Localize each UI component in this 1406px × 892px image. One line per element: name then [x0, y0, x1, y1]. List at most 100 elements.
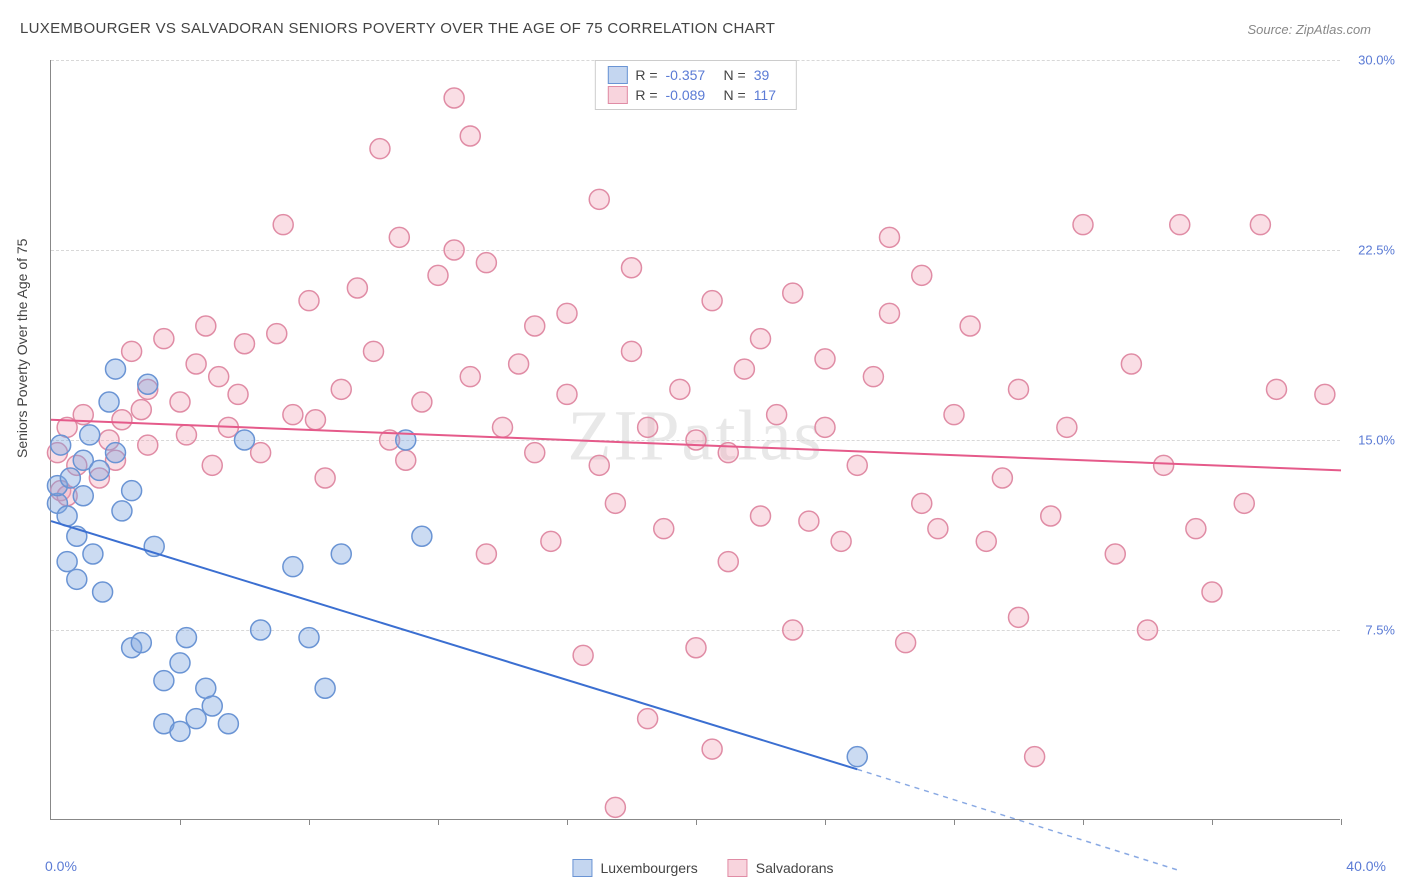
data-point — [605, 493, 625, 513]
legend-n-label: N = — [724, 87, 746, 103]
data-point — [83, 544, 103, 564]
legend-r-value: -0.357 — [666, 67, 716, 83]
data-point — [299, 628, 319, 648]
data-point — [99, 392, 119, 412]
x-tick — [309, 819, 310, 825]
data-point — [1234, 493, 1254, 513]
legend-swatch — [607, 86, 627, 104]
regression-line-extrapolated — [857, 769, 1180, 870]
data-point — [493, 417, 513, 437]
data-point — [605, 797, 625, 817]
data-point — [60, 468, 80, 488]
data-point — [93, 582, 113, 602]
data-point — [847, 455, 867, 475]
series-legend: Luxembourgers Salvadorans — [572, 859, 833, 877]
x-axis-min-label: 0.0% — [45, 858, 77, 874]
data-point — [235, 430, 255, 450]
data-point — [444, 240, 464, 260]
data-point — [702, 739, 722, 759]
data-point — [638, 417, 658, 437]
data-point — [251, 620, 271, 640]
data-point — [718, 552, 738, 572]
data-point — [751, 329, 771, 349]
data-point — [80, 425, 100, 445]
data-point — [299, 291, 319, 311]
data-point — [106, 359, 126, 379]
legend-n-value: 117 — [754, 87, 784, 103]
data-point — [67, 569, 87, 589]
scatter-svg — [51, 60, 1340, 819]
data-point — [509, 354, 529, 374]
data-point — [557, 303, 577, 323]
data-point — [176, 425, 196, 445]
data-point — [686, 638, 706, 658]
data-point — [315, 678, 335, 698]
chart-title: LUXEMBOURGER VS SALVADORAN SENIORS POVER… — [20, 20, 775, 37]
data-point — [267, 324, 287, 344]
data-point — [1009, 379, 1029, 399]
data-point — [1121, 354, 1141, 374]
y-axis-label: Seniors Poverty Over the Age of 75 — [14, 239, 30, 458]
data-point — [283, 405, 303, 425]
data-point — [670, 379, 690, 399]
y-tick-label: 30.0% — [1345, 53, 1395, 68]
data-point — [976, 531, 996, 551]
x-tick — [1212, 819, 1213, 825]
data-point — [51, 435, 71, 455]
data-point — [589, 189, 609, 209]
data-point — [186, 354, 206, 374]
x-tick — [180, 819, 181, 825]
legend-r-value: -0.089 — [666, 87, 716, 103]
data-point — [622, 258, 642, 278]
data-point — [589, 455, 609, 475]
data-point — [389, 227, 409, 247]
data-point — [1170, 215, 1190, 235]
legend-r-label: R = — [635, 87, 657, 103]
data-point — [235, 334, 255, 354]
data-point — [122, 341, 142, 361]
data-point — [767, 405, 787, 425]
data-point — [815, 349, 835, 369]
data-point — [283, 557, 303, 577]
x-axis-max-label: 40.0% — [1346, 858, 1386, 874]
data-point — [154, 329, 174, 349]
legend-series-item: Luxembourgers — [572, 859, 697, 877]
data-point — [880, 227, 900, 247]
data-point — [847, 747, 867, 767]
data-point — [122, 481, 142, 501]
data-point — [112, 501, 132, 521]
data-point — [138, 374, 158, 394]
data-point — [131, 633, 151, 653]
data-point — [654, 519, 674, 539]
data-point — [444, 88, 464, 108]
data-point — [1057, 417, 1077, 437]
plot-area: ZIPatlas 7.5%15.0%22.5%30.0% R =-0.357N … — [50, 60, 1340, 820]
data-point — [960, 316, 980, 336]
data-point — [1138, 620, 1158, 640]
data-point — [106, 443, 126, 463]
data-point — [1025, 747, 1045, 767]
y-tick-label: 15.0% — [1345, 433, 1395, 448]
data-point — [573, 645, 593, 665]
data-point — [1315, 384, 1335, 404]
legend-series-label: Salvadorans — [756, 860, 834, 876]
data-point — [1154, 455, 1174, 475]
data-point — [364, 341, 384, 361]
data-point — [896, 633, 916, 653]
data-point — [209, 367, 229, 387]
data-point — [460, 367, 480, 387]
data-point — [1250, 215, 1270, 235]
legend-series-label: Luxembourgers — [600, 860, 697, 876]
legend-n-label: N = — [724, 67, 746, 83]
data-point — [557, 384, 577, 404]
data-point — [928, 519, 948, 539]
data-point — [525, 443, 545, 463]
legend-correlation-row: R =-0.357N =39 — [607, 65, 783, 85]
data-point — [686, 430, 706, 450]
data-point — [460, 126, 480, 146]
data-point — [783, 620, 803, 640]
data-point — [170, 392, 190, 412]
data-point — [428, 265, 448, 285]
x-tick — [954, 819, 955, 825]
data-point — [880, 303, 900, 323]
